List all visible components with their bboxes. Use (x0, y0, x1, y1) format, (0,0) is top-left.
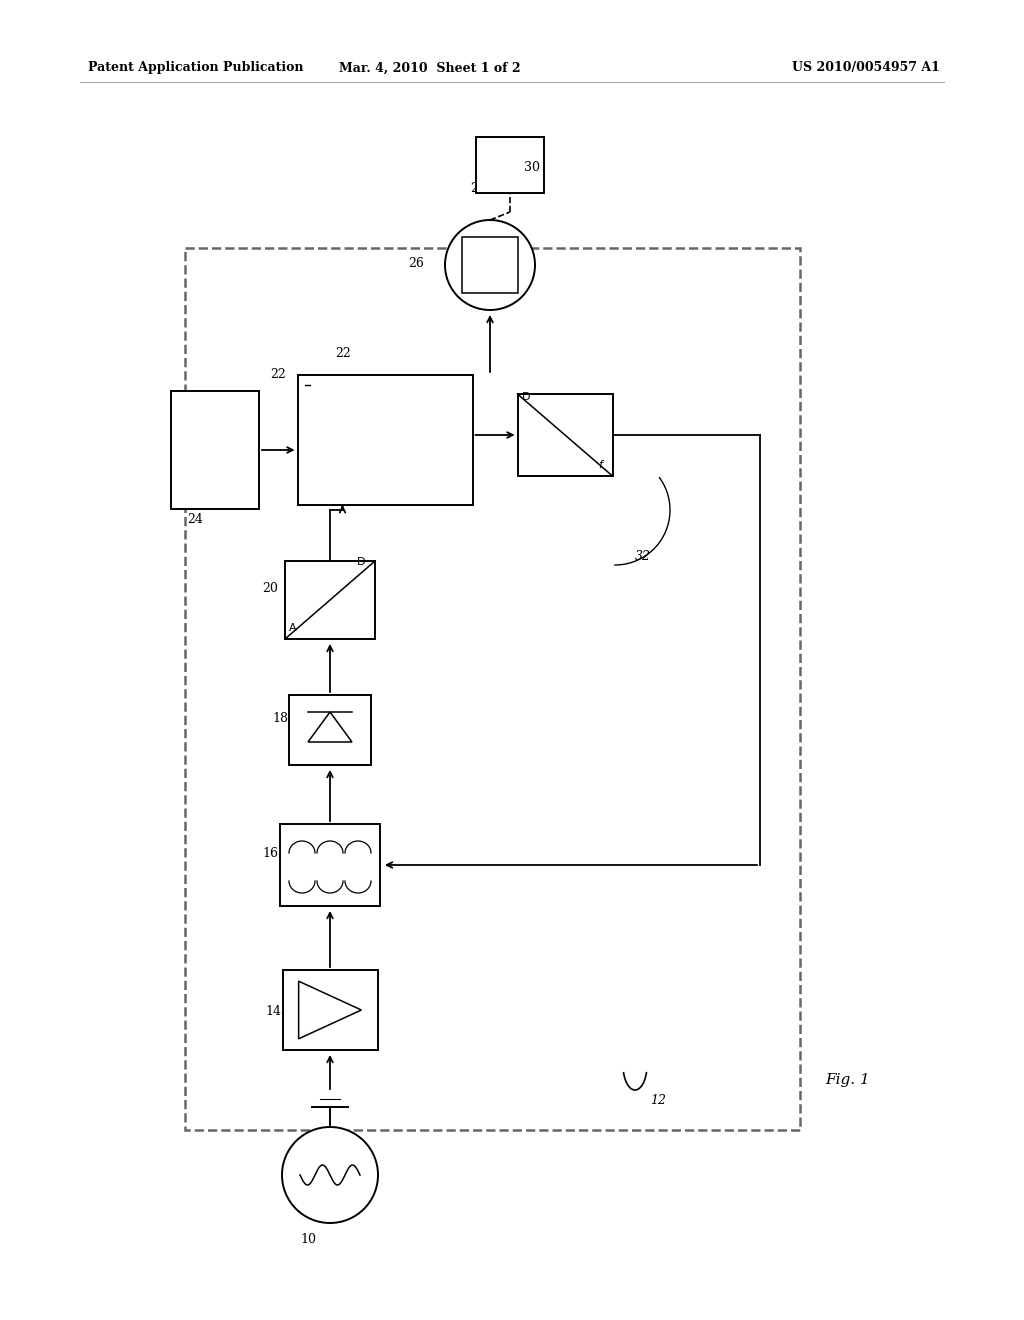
Text: 20: 20 (262, 582, 278, 595)
Text: 22: 22 (270, 368, 286, 381)
Circle shape (445, 220, 535, 310)
Bar (283, 970, 378, 1049)
Bar (185, 248, 800, 1130)
Text: D: D (521, 392, 530, 403)
Text: US 2010/0054957 A1: US 2010/0054957 A1 (793, 62, 940, 74)
Bar (280, 824, 380, 906)
Text: 12: 12 (650, 1093, 666, 1106)
Bar (298, 375, 472, 506)
Text: 10: 10 (300, 1233, 316, 1246)
Bar (476, 137, 544, 193)
Text: Patent Application Publication: Patent Application Publication (88, 62, 303, 74)
Circle shape (282, 1127, 378, 1224)
Text: 32: 32 (635, 550, 651, 564)
Text: 30: 30 (524, 161, 540, 174)
Bar (285, 561, 375, 639)
Bar (462, 238, 518, 293)
Text: Mar. 4, 2010  Sheet 1 of 2: Mar. 4, 2010 Sheet 1 of 2 (339, 62, 521, 74)
Text: D: D (357, 557, 366, 568)
Text: 28: 28 (470, 182, 485, 195)
Bar (171, 391, 259, 510)
Text: 24: 24 (187, 513, 203, 525)
Text: 26: 26 (408, 257, 424, 271)
Text: 16: 16 (262, 847, 278, 861)
Text: Fig. 1: Fig. 1 (825, 1073, 870, 1086)
Text: A: A (289, 623, 297, 634)
Text: 22: 22 (335, 347, 351, 360)
Text: 14: 14 (265, 1005, 281, 1018)
Bar (289, 696, 371, 766)
Bar (517, 393, 612, 477)
Text: f: f (598, 459, 602, 470)
Text: 18: 18 (272, 711, 288, 725)
